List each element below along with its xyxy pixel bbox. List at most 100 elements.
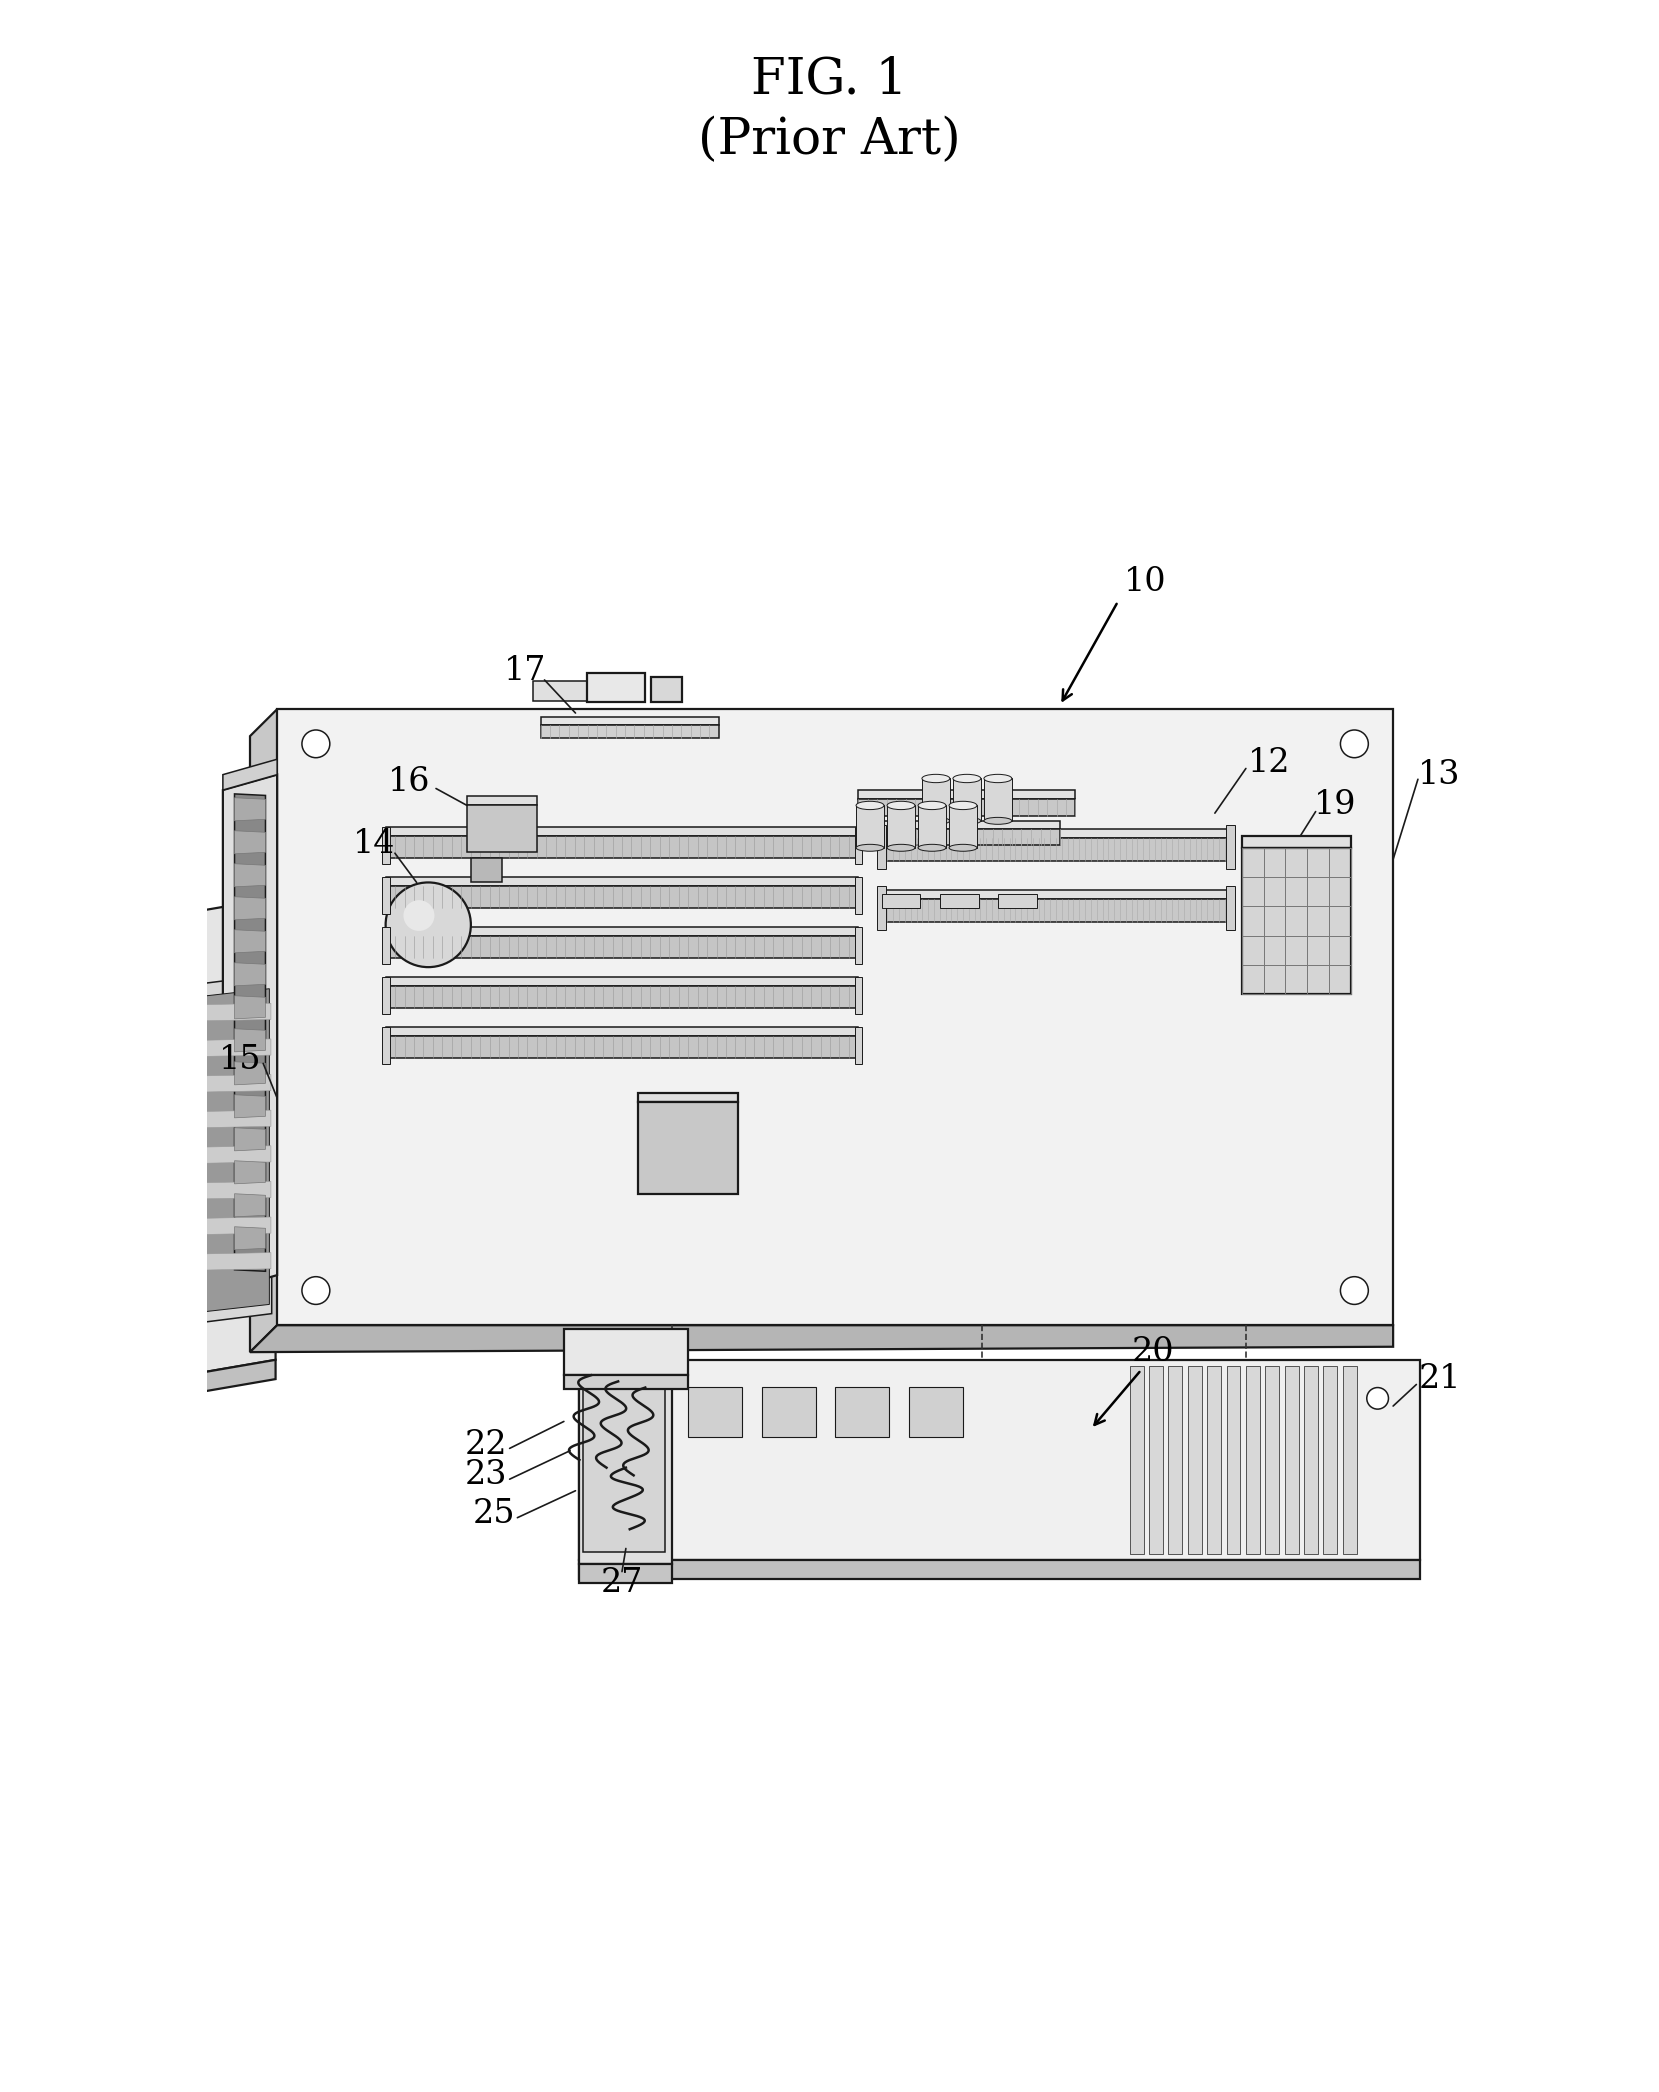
Polygon shape <box>637 1102 738 1195</box>
Polygon shape <box>1243 837 1350 847</box>
Polygon shape <box>1246 1366 1259 1554</box>
Polygon shape <box>579 1561 1420 1579</box>
Ellipse shape <box>917 801 946 810</box>
Ellipse shape <box>984 774 1012 782</box>
Polygon shape <box>153 990 269 1318</box>
Polygon shape <box>385 887 858 908</box>
Polygon shape <box>151 1146 270 1165</box>
Polygon shape <box>587 674 645 703</box>
Text: 22: 22 <box>465 1429 508 1460</box>
Text: 14: 14 <box>353 828 395 860</box>
Polygon shape <box>382 977 390 1015</box>
Circle shape <box>403 900 435 931</box>
Polygon shape <box>466 797 538 805</box>
Polygon shape <box>382 1027 390 1065</box>
Polygon shape <box>234 1094 265 1117</box>
Polygon shape <box>382 826 390 864</box>
Text: 15: 15 <box>219 1044 260 1075</box>
Polygon shape <box>541 724 718 738</box>
Ellipse shape <box>917 845 946 851</box>
Polygon shape <box>151 1111 270 1130</box>
Polygon shape <box>1226 1366 1241 1554</box>
Polygon shape <box>234 1063 265 1086</box>
Polygon shape <box>1150 1366 1163 1554</box>
Polygon shape <box>1168 1366 1183 1554</box>
Polygon shape <box>1284 1366 1299 1554</box>
Polygon shape <box>234 929 265 952</box>
Ellipse shape <box>888 845 916 851</box>
Polygon shape <box>385 877 858 887</box>
Polygon shape <box>854 977 863 1015</box>
Text: 20: 20 <box>1131 1337 1175 1368</box>
Polygon shape <box>579 1354 672 1565</box>
Polygon shape <box>1226 824 1234 868</box>
Ellipse shape <box>856 845 884 851</box>
Polygon shape <box>1188 1366 1201 1554</box>
Polygon shape <box>854 826 863 864</box>
Polygon shape <box>858 820 1060 828</box>
Polygon shape <box>834 1387 889 1437</box>
Polygon shape <box>688 1387 742 1437</box>
Polygon shape <box>1208 1366 1221 1554</box>
Polygon shape <box>385 987 858 1008</box>
Polygon shape <box>533 680 599 701</box>
Polygon shape <box>881 900 1231 923</box>
Polygon shape <box>1324 1366 1337 1554</box>
Polygon shape <box>151 1004 270 1021</box>
Polygon shape <box>471 858 503 883</box>
Text: 13: 13 <box>1418 759 1462 791</box>
Polygon shape <box>881 893 921 908</box>
Polygon shape <box>234 1161 265 1184</box>
Circle shape <box>1340 1276 1369 1305</box>
Polygon shape <box>222 759 277 791</box>
Polygon shape <box>234 793 265 1272</box>
Polygon shape <box>251 709 277 1351</box>
Text: 25: 25 <box>473 1498 516 1529</box>
Circle shape <box>302 730 330 757</box>
Polygon shape <box>579 1360 1420 1561</box>
Ellipse shape <box>949 845 977 851</box>
Polygon shape <box>385 937 858 958</box>
Text: (Prior Art): (Prior Art) <box>698 115 961 165</box>
Polygon shape <box>888 805 916 847</box>
Circle shape <box>385 883 471 967</box>
Polygon shape <box>858 791 1075 799</box>
Ellipse shape <box>952 774 980 782</box>
Polygon shape <box>878 887 886 931</box>
Ellipse shape <box>922 774 951 782</box>
Polygon shape <box>984 778 1012 820</box>
Polygon shape <box>234 962 265 985</box>
Circle shape <box>1340 730 1369 757</box>
Polygon shape <box>151 1040 270 1056</box>
Text: 19: 19 <box>1314 789 1357 822</box>
Text: 27: 27 <box>601 1567 644 1598</box>
Polygon shape <box>234 1029 265 1052</box>
Text: 10: 10 <box>1123 567 1166 598</box>
Polygon shape <box>909 1387 962 1437</box>
Text: 17: 17 <box>504 655 546 686</box>
Polygon shape <box>234 897 265 920</box>
Polygon shape <box>222 774 277 1291</box>
Polygon shape <box>234 864 265 887</box>
Polygon shape <box>652 678 682 703</box>
Polygon shape <box>1130 1366 1143 1554</box>
Ellipse shape <box>856 801 884 810</box>
Polygon shape <box>564 1374 688 1389</box>
Text: 16: 16 <box>388 766 430 799</box>
Polygon shape <box>997 893 1037 908</box>
Circle shape <box>302 1276 330 1305</box>
Polygon shape <box>141 897 275 1383</box>
Polygon shape <box>949 805 977 847</box>
Polygon shape <box>854 1027 863 1065</box>
Text: 21: 21 <box>1418 1364 1462 1395</box>
Polygon shape <box>382 927 390 964</box>
Polygon shape <box>385 826 858 837</box>
Polygon shape <box>564 1328 688 1374</box>
Polygon shape <box>878 824 886 868</box>
Polygon shape <box>1243 847 1350 994</box>
Polygon shape <box>234 831 265 854</box>
Polygon shape <box>151 1182 270 1201</box>
Polygon shape <box>385 927 858 937</box>
Polygon shape <box>854 877 863 914</box>
Text: FIG. 1: FIG. 1 <box>752 54 907 105</box>
